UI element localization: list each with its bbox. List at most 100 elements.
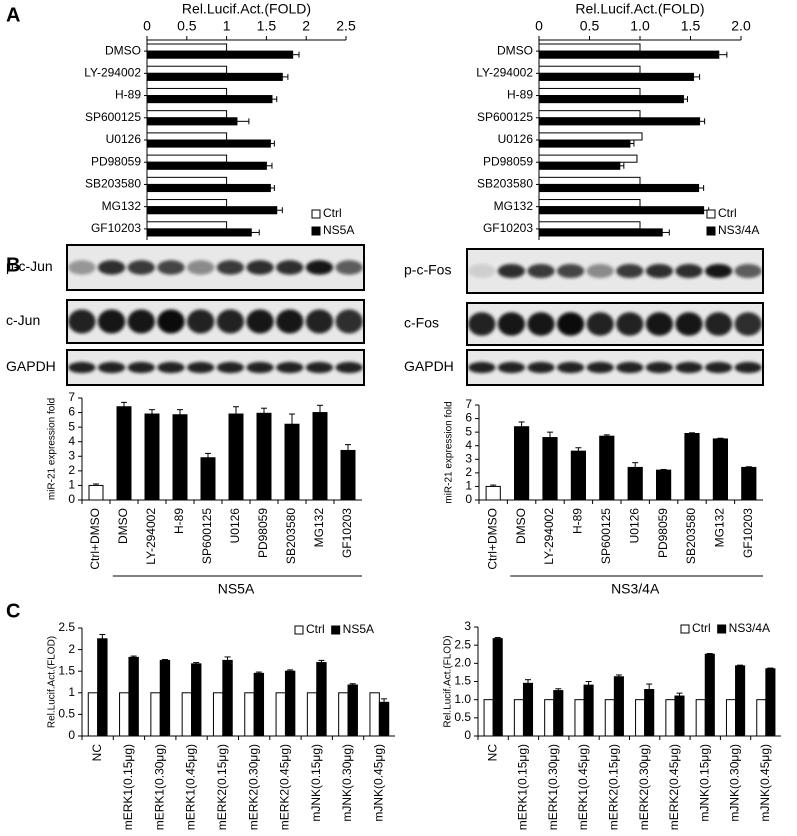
blot-band bbox=[216, 260, 245, 275]
category-label: PD98059 bbox=[483, 154, 533, 168]
blot-band bbox=[246, 260, 274, 275]
y-tick-label: 2.5 bbox=[454, 637, 471, 651]
panel-letter: A bbox=[6, 4, 20, 26]
blot-band bbox=[734, 312, 762, 336]
bar bbox=[191, 663, 202, 737]
y-tick-label: 0.5 bbox=[58, 707, 75, 721]
y-tick-label: 4 bbox=[68, 434, 75, 448]
blot-band bbox=[616, 312, 644, 336]
bar bbox=[347, 684, 358, 737]
blot-band bbox=[127, 309, 155, 334]
blot-band bbox=[216, 361, 245, 374]
x-tick-label: 0 bbox=[535, 18, 543, 34]
blot-band bbox=[97, 361, 126, 374]
chart-title: Rel.Lucif.Act.(FOLD) bbox=[182, 1, 311, 17]
blot-band bbox=[497, 312, 526, 336]
blot-label: c-Fos bbox=[404, 315, 439, 331]
bar bbox=[128, 656, 139, 737]
blot-band bbox=[127, 361, 155, 374]
category-label: mERK1(0.15μg) bbox=[516, 744, 530, 830]
blot-band bbox=[497, 361, 526, 374]
category-label: SB203580 bbox=[684, 508, 698, 564]
bar bbox=[538, 50, 720, 59]
bar bbox=[146, 87, 228, 97]
blot-label: GAPDH bbox=[6, 358, 56, 374]
blot-band bbox=[527, 312, 555, 336]
blot-band bbox=[645, 312, 674, 336]
category-label: mERK2(0.45μg) bbox=[278, 744, 292, 830]
category-label: LY-294002 bbox=[476, 66, 533, 80]
legend-swatch bbox=[311, 209, 321, 219]
blot-band bbox=[68, 260, 96, 275]
category-label: DMSO bbox=[497, 43, 533, 57]
category-label: LY-294002 bbox=[84, 66, 141, 80]
bar bbox=[256, 412, 272, 501]
blot-band bbox=[305, 361, 334, 374]
y-tick-label: 1.5 bbox=[58, 663, 75, 677]
y-tick-label: 1.0 bbox=[454, 692, 471, 706]
bar bbox=[538, 117, 701, 126]
bar bbox=[306, 692, 318, 737]
bar bbox=[538, 43, 641, 52]
category-label: mJNK(0.45μg) bbox=[372, 744, 386, 822]
blot-band bbox=[335, 309, 363, 334]
x-tick-label: 0.5 bbox=[580, 18, 600, 34]
blot-band bbox=[305, 309, 334, 334]
category-label: SP600125 bbox=[599, 508, 613, 564]
bar bbox=[538, 72, 695, 81]
blot-band bbox=[276, 260, 304, 275]
bar bbox=[340, 449, 356, 501]
blot-band bbox=[216, 309, 245, 334]
legend-swatch bbox=[717, 624, 727, 634]
blot-band bbox=[675, 263, 703, 279]
blot-band bbox=[586, 312, 614, 336]
category-label: H-89 bbox=[507, 88, 533, 102]
y-tick-label: 0 bbox=[68, 728, 75, 742]
blot-band bbox=[556, 361, 585, 374]
category-label: GF10203 bbox=[340, 508, 354, 558]
blot-band bbox=[704, 312, 733, 336]
bar bbox=[222, 659, 233, 737]
bar bbox=[574, 699, 585, 737]
blot-band bbox=[186, 361, 215, 374]
bar bbox=[181, 692, 193, 737]
bar bbox=[538, 65, 641, 74]
category-label: PD98059 bbox=[256, 508, 270, 558]
bar bbox=[146, 43, 228, 52]
x-tick-label: 1.0 bbox=[630, 18, 650, 34]
y-tick-label: 2 bbox=[465, 465, 472, 479]
panel-letter: C bbox=[6, 600, 20, 622]
category-label: mERK2(0.45μg) bbox=[667, 744, 681, 830]
y-tick-label: 5 bbox=[68, 419, 75, 433]
blot-band bbox=[186, 260, 215, 275]
category-label: MG132 bbox=[102, 199, 142, 213]
category-label: DMSO bbox=[116, 508, 130, 544]
bar bbox=[604, 699, 615, 737]
category-label: Ctrl+DMSO bbox=[88, 508, 102, 570]
category-label: mJNK(0.30μg) bbox=[340, 744, 354, 822]
category-label: GF10203 bbox=[91, 221, 141, 235]
legend-swatch bbox=[706, 226, 716, 236]
bar bbox=[538, 139, 631, 148]
blot-band bbox=[616, 263, 644, 279]
legend-swatch bbox=[680, 624, 690, 634]
blot-label: p-c-Fos bbox=[404, 262, 451, 278]
bar bbox=[725, 699, 737, 737]
legend-swatch bbox=[331, 625, 341, 635]
legend-label: Ctrl bbox=[718, 206, 737, 220]
bar bbox=[544, 699, 555, 737]
category-label: mERK2(0.15μg) bbox=[607, 744, 621, 830]
y-axis-label: miR-21 expression fold bbox=[444, 401, 455, 503]
legend-label: NS3/4A bbox=[729, 621, 770, 635]
bar bbox=[712, 438, 728, 501]
bar bbox=[483, 699, 494, 737]
category-label: Ctrl+DMSO bbox=[485, 508, 499, 570]
bar bbox=[538, 132, 643, 141]
category-label: GF10203 bbox=[741, 508, 755, 558]
blot-band bbox=[468, 312, 496, 336]
blot-band bbox=[704, 361, 733, 374]
bar bbox=[146, 206, 278, 215]
bar bbox=[338, 692, 349, 737]
bar bbox=[116, 406, 132, 501]
